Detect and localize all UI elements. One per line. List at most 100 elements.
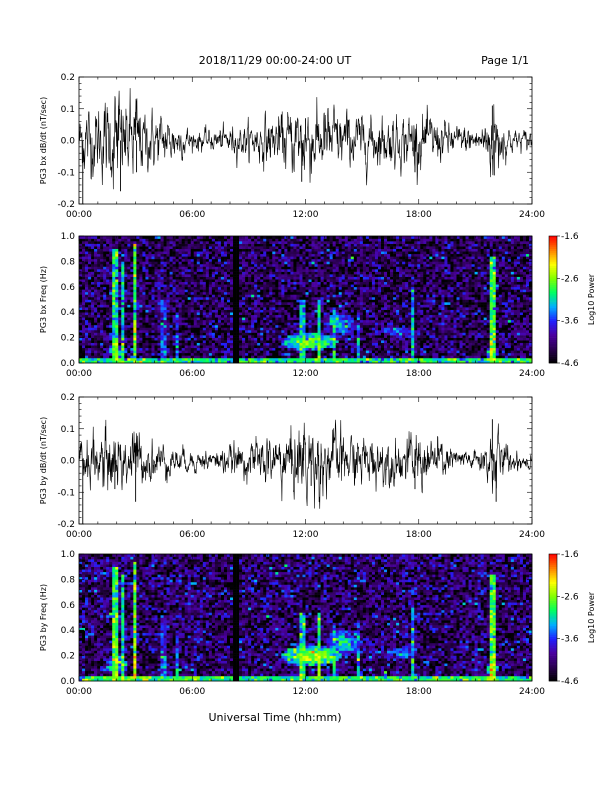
- y-tick-label: 0.4: [61, 626, 76, 636]
- colorbar-segment: [549, 333, 557, 336]
- colorbar-segment: [549, 596, 557, 599]
- colorbar-segment: [549, 676, 557, 680]
- x-tick-label: 00:00: [66, 369, 92, 379]
- colorbar-segment: [549, 670, 557, 673]
- colorbar-segment: [549, 606, 557, 610]
- colorbar-segment: [549, 589, 557, 593]
- colorbar-segment: [549, 269, 557, 273]
- x-axis-label: Universal Time (hh:mm): [209, 711, 342, 724]
- x-tick-label: 18:00: [406, 687, 432, 697]
- y-tick-label: 0.1: [61, 425, 75, 435]
- colorbar-segment: [549, 318, 557, 321]
- panel-by-trace: 00:00 06:00 12:00 18:00 24:00 -0.2 -0.1 0.0 0.1 0…: [39, 393, 545, 540]
- colorbar-segment: [549, 288, 557, 292]
- colorbar-segment: [549, 634, 557, 637]
- colorbar-segment: [549, 244, 557, 247]
- colorbar-label: Log10 Power: [587, 591, 596, 643]
- colorbar-segment: [549, 257, 557, 260]
- colorbar-segment: [549, 657, 557, 661]
- y-axis-label: PG3 bx dB/dt (nT/sec): [39, 97, 48, 184]
- colorbar-segment: [549, 558, 557, 561]
- y-tick-label: 0.0: [61, 359, 76, 369]
- y-tick-label: 1.0: [61, 232, 76, 242]
- colorbar-segment: [549, 305, 557, 309]
- colorbar-segment: [549, 252, 557, 256]
- colorbar-segment: [549, 341, 557, 345]
- colorbar-segment: [549, 278, 557, 281]
- colorbar-segment: [549, 668, 557, 671]
- panel-by-spectrogram: 00:00 06:00 12:00 18:00 24:00 0.0 0.2 0.4 0.6 0.8…: [39, 550, 596, 697]
- colorbar-segment: [549, 592, 557, 595]
- colorbar-segment: [549, 236, 557, 239]
- colorbar-segment: [549, 276, 557, 279]
- colorbar-segment: [549, 261, 557, 264]
- y-tick-label: 0.2: [61, 334, 75, 344]
- colorbar-segment: [549, 284, 557, 288]
- colorbar-segment: [549, 240, 557, 243]
- colorbar-segment: [549, 666, 557, 669]
- colorbar-segment: [549, 655, 557, 659]
- colorbar-segment: [549, 653, 557, 656]
- y-tick-label: -0.1: [57, 488, 75, 498]
- colorbar-segment: [549, 343, 557, 347]
- x-tick-label: 12:00: [293, 369, 319, 379]
- y-tick-label: 0.2: [61, 73, 75, 83]
- panel-bx-trace: 00:00 06:00 12:00 18:00 24:00 -0.2 -0.1 0.0 0.1 0…: [39, 73, 545, 220]
- x-tick-label: 06:00: [179, 530, 205, 540]
- colorbar-segment: [549, 242, 557, 245]
- colorbar-segment: [549, 267, 557, 271]
- colorbar-segment: [549, 314, 557, 317]
- colorbar-segment: [549, 598, 557, 601]
- x-tick-label: 06:00: [179, 687, 205, 697]
- y-tick-label: 0.6: [61, 601, 76, 611]
- colorbar-segment: [549, 632, 557, 635]
- colorbar-segment: [549, 625, 557, 629]
- colorbar-segment: [549, 573, 557, 576]
- colorbar-segment: [549, 579, 557, 582]
- colorbar-segment: [549, 674, 557, 678]
- y-tick-label: 0.8: [61, 257, 76, 267]
- x-tick-label: 06:00: [179, 210, 205, 220]
- colorbar-segment: [549, 642, 557, 646]
- colorbar-segment: [549, 638, 557, 642]
- colorbar-segment: [549, 331, 557, 334]
- colorbar-tick-label: -2.6: [561, 274, 579, 284]
- y-tick-label: 0.6: [61, 283, 76, 293]
- colorbar-segment: [549, 259, 557, 262]
- colorbar-segment: [549, 628, 557, 631]
- colorbar-segment: [549, 346, 557, 349]
- colorbar-frame: [548, 553, 558, 682]
- colorbar-segment: [549, 271, 557, 275]
- y-axis-label: PG3 bx Freq (Hz): [39, 266, 48, 333]
- x-tick-label: 18:00: [406, 369, 432, 379]
- colorbar-segment: [549, 329, 557, 332]
- colorbar-segment: [549, 587, 557, 591]
- colorbar-segment: [549, 297, 557, 300]
- colorbar-segment: [549, 645, 557, 648]
- colorbar-segment: [549, 577, 557, 580]
- x-tick-label: 18:00: [406, 530, 432, 540]
- colorbar-segment: [549, 293, 557, 296]
- colorbar-segment: [549, 630, 557, 633]
- y-axis-label: PG3 by Freq (Hz): [39, 584, 48, 651]
- colorbar-segment: [549, 623, 557, 627]
- x-tick-label: 24:00: [519, 210, 545, 220]
- colorbar-segment: [549, 303, 557, 307]
- y-tick-label: 0.2: [61, 652, 75, 662]
- colorbar-segment: [549, 664, 557, 667]
- colorbar-segment: [549, 594, 557, 597]
- colorbar-segment: [549, 617, 557, 620]
- colorbar-segment: [549, 672, 557, 675]
- y-tick-label: 0.2: [61, 393, 75, 403]
- colorbar-segment: [549, 564, 557, 567]
- colorbar-segment: [549, 609, 557, 612]
- colorbar-tick-label: -4.6: [561, 677, 579, 687]
- colorbar-segment: [549, 327, 557, 330]
- colorbar-segment: [549, 659, 557, 663]
- spectrogram-cells: [79, 554, 533, 682]
- colorbar-segment: [549, 583, 557, 587]
- x-tick-label: 12:00: [293, 530, 319, 540]
- header-page: Page 1/1: [481, 54, 529, 67]
- colorbar-segment: [549, 316, 557, 319]
- colorbar-segment: [549, 310, 557, 313]
